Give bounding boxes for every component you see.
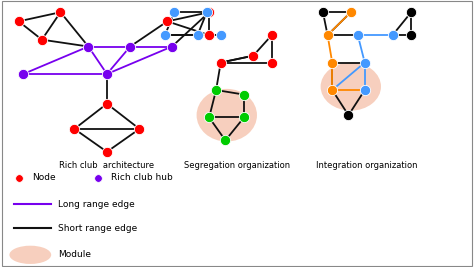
Text: Module: Module bbox=[58, 250, 91, 259]
Point bbox=[164, 19, 171, 23]
Point bbox=[407, 33, 415, 37]
Point bbox=[103, 150, 111, 154]
Point bbox=[328, 60, 336, 65]
Point bbox=[345, 113, 352, 117]
Point bbox=[217, 60, 225, 65]
Point bbox=[103, 72, 111, 76]
Point bbox=[347, 10, 355, 14]
Point bbox=[328, 88, 336, 92]
Text: Short range edge: Short range edge bbox=[58, 224, 137, 233]
Point bbox=[94, 176, 101, 180]
Text: Node: Node bbox=[32, 173, 55, 182]
Point bbox=[127, 44, 134, 49]
Point bbox=[15, 19, 22, 23]
Point bbox=[361, 60, 369, 65]
Point bbox=[389, 33, 396, 37]
Text: Integration organization: Integration organization bbox=[316, 161, 418, 170]
Text: Long range edge: Long range edge bbox=[58, 200, 135, 209]
Point bbox=[15, 176, 22, 180]
Point bbox=[407, 10, 415, 14]
Point bbox=[249, 54, 257, 58]
Point bbox=[168, 44, 176, 49]
Point bbox=[205, 10, 213, 14]
Point bbox=[103, 102, 111, 106]
Ellipse shape bbox=[320, 62, 381, 111]
Point bbox=[268, 33, 275, 37]
Point bbox=[212, 88, 220, 92]
Point bbox=[71, 127, 78, 131]
Point bbox=[84, 44, 92, 49]
Point bbox=[361, 88, 369, 92]
Point bbox=[221, 138, 229, 143]
Text: Rich club hub: Rich club hub bbox=[110, 173, 173, 182]
Point bbox=[324, 33, 331, 37]
Point bbox=[240, 92, 248, 97]
Ellipse shape bbox=[197, 89, 257, 142]
Point bbox=[354, 33, 362, 37]
Point bbox=[57, 10, 64, 14]
Point bbox=[171, 10, 178, 14]
Point bbox=[203, 10, 210, 14]
Point bbox=[319, 10, 327, 14]
Point bbox=[19, 72, 27, 76]
Text: Rich club  architecture: Rich club architecture bbox=[59, 161, 155, 170]
Point bbox=[240, 115, 248, 120]
Point bbox=[268, 60, 275, 65]
Point bbox=[38, 38, 46, 42]
Point bbox=[205, 33, 213, 37]
Text: Segregation organization: Segregation organization bbox=[184, 161, 290, 170]
Point bbox=[194, 33, 201, 37]
Ellipse shape bbox=[9, 246, 51, 264]
Point bbox=[217, 33, 225, 37]
Point bbox=[136, 127, 143, 131]
Point bbox=[205, 115, 213, 120]
Point bbox=[161, 33, 169, 37]
